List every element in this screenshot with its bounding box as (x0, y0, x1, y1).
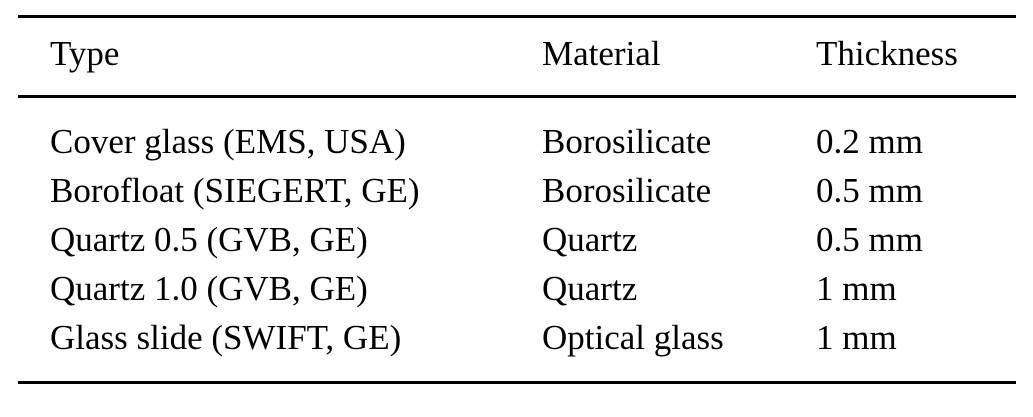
cell-type: Borofloat (SIEGERT, GE) (50, 171, 420, 210)
cell-thickness: 1 mm (816, 318, 897, 357)
table-row: Cover glass (EMS, USA) Borosilicate 0.2 … (18, 97, 1016, 167)
cell-thickness: 1 mm (816, 269, 897, 308)
table-row: Glass slide (SWIFT, GE) Optical glass 1 … (18, 313, 1016, 383)
cell-thickness: 0.5 mm (816, 171, 923, 210)
column-header-thickness: Thickness (816, 16, 1016, 98)
cell-material: Optical glass (542, 318, 724, 357)
table-row: Quartz 1.0 (GVB, GE) Quartz 1 mm (18, 264, 1016, 313)
cell-type: Glass slide (SWIFT, GE) (50, 318, 402, 357)
cell-type: Quartz 1.0 (GVB, GE) (50, 269, 368, 308)
cell-type: Cover glass (EMS, USA) (50, 122, 406, 161)
header-row: Type Material Thickness (18, 16, 1016, 98)
cell-material: Borosilicate (542, 171, 712, 210)
table-header: Type Material Thickness (18, 16, 1016, 98)
table-row: Quartz 0.5 (GVB, GE) Quartz 0.5 mm (18, 215, 1016, 264)
paper-page: Type Material Thickness Cover glass (EMS… (0, 15, 1033, 417)
cell-material: Quartz (542, 220, 638, 259)
table-row: Borofloat (SIEGERT, GE) Borosilicate 0.5… (18, 166, 1016, 215)
cell-thickness: 0.2 mm (816, 122, 923, 161)
cell-material: Borosilicate (542, 122, 712, 161)
column-header-type: Type (18, 16, 542, 98)
cell-material: Quartz (542, 269, 638, 308)
materials-table: Type Material Thickness Cover glass (EMS… (18, 15, 1016, 384)
cell-type: Quartz 0.5 (GVB, GE) (50, 220, 368, 259)
table-body: Cover glass (EMS, USA) Borosilicate 0.2 … (18, 97, 1016, 383)
cell-thickness: 0.5 mm (816, 220, 923, 259)
column-header-material: Material (542, 16, 816, 98)
